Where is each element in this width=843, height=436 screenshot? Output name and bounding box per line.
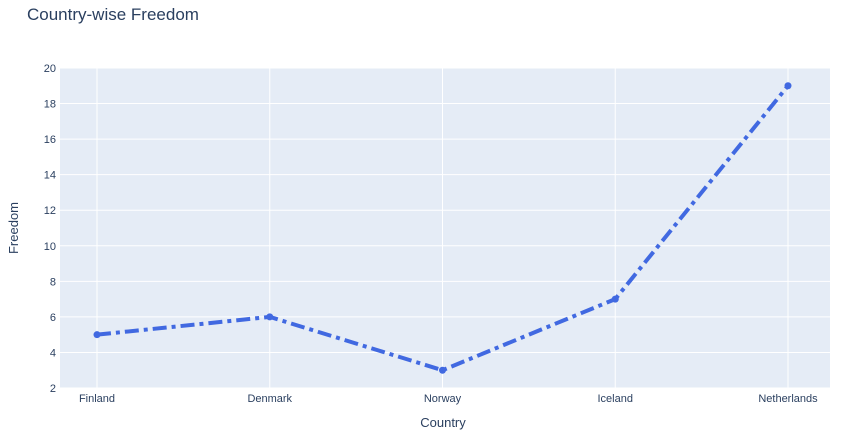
data-point-norway[interactable]	[439, 366, 446, 374]
y-tick-label: 8	[50, 276, 56, 288]
series-line	[96, 84, 790, 373]
x-tick-label-norway: Norway	[424, 393, 462, 405]
chart-title: Country-wise Freedom	[27, 5, 199, 24]
x-tick-label-netherlands: Netherlands	[758, 393, 818, 405]
y-tick-label: 20	[44, 63, 56, 75]
plot-area	[60, 68, 830, 388]
x-tick-label-finland: Finland	[79, 393, 115, 405]
y-tick-label: 18	[44, 99, 56, 111]
series-layer	[93, 82, 792, 374]
y-axis-title: Freedom	[6, 202, 21, 254]
y-tick-label: 4	[50, 347, 56, 359]
data-point-finland[interactable]	[93, 331, 101, 339]
y-tick-label: 12	[44, 205, 56, 217]
data-point-denmark[interactable]	[266, 313, 274, 321]
x-tick-label-denmark: Denmark	[247, 393, 292, 405]
y-tick-label: 16	[44, 134, 56, 146]
gridlines	[60, 67, 830, 389]
x-axis-ticks: Finland Denmark Norway Iceland Netherlands	[79, 393, 818, 405]
y-tick-label: 10	[44, 241, 56, 253]
y-tick-label: 6	[50, 312, 56, 324]
y-axis-ticks: 2 4 6 8 10 12 14 16 18 20	[44, 63, 56, 395]
data-point-netherlands[interactable]	[784, 82, 792, 90]
y-tick-label: 2	[50, 383, 56, 395]
x-axis-title: Country	[420, 415, 466, 430]
data-point-iceland[interactable]	[611, 295, 619, 303]
y-tick-label: 14	[44, 170, 56, 182]
x-tick-label-iceland: Iceland	[598, 393, 633, 405]
